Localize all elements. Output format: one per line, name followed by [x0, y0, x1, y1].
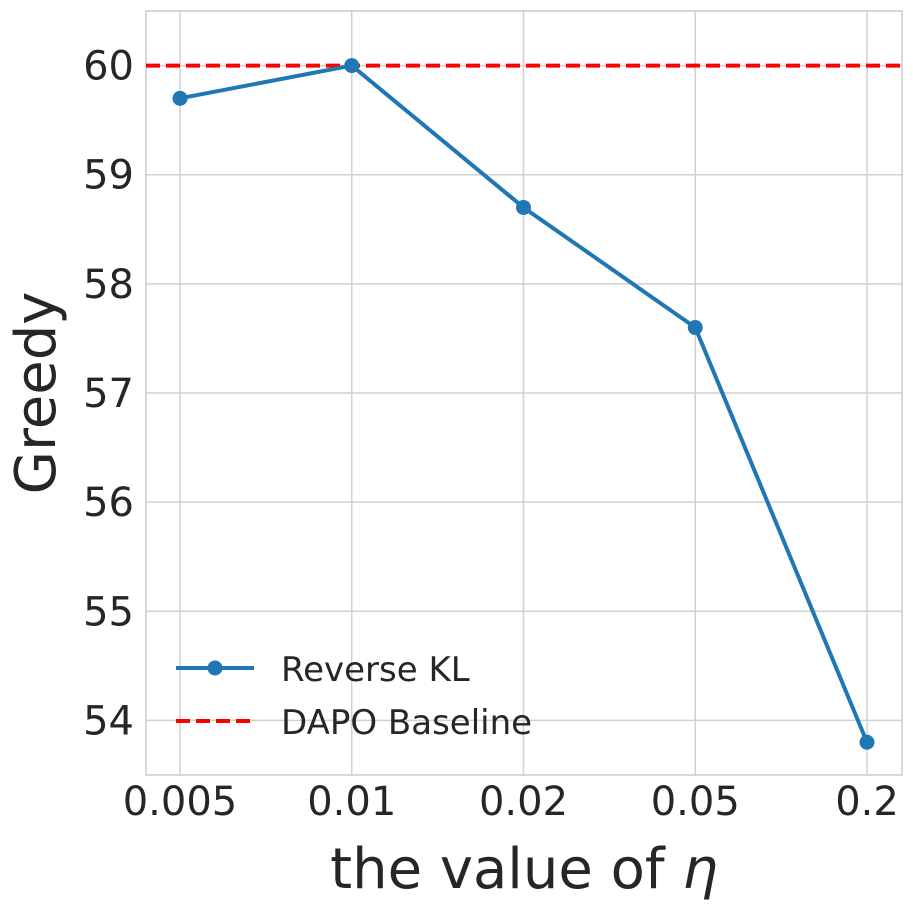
- data-point-0-0.2: [859, 734, 875, 750]
- y-tick-label-55: 55: [83, 589, 134, 635]
- x-tick-label-0.05: 0.05: [651, 779, 740, 825]
- x-axis-label-text: the value of: [330, 837, 682, 902]
- legend-label-baseline: DAPO Baseline: [281, 703, 532, 743]
- legend-swatch-marker-series: [207, 660, 223, 676]
- y-tick-label-60: 60: [83, 44, 134, 90]
- data-point-0-0.005: [172, 90, 188, 106]
- legend: Reverse KL DAPO Baseline: [176, 650, 532, 743]
- data-point-0-0.05: [687, 320, 703, 336]
- y-tick-label-54: 54: [83, 698, 134, 744]
- y-tick-label-58: 58: [83, 262, 134, 308]
- x-tick-labels: 0.005 0.01 0.02 0.05 0.2: [123, 779, 899, 825]
- y-tick-labels: 54 55 56 57 58 59 60: [83, 44, 134, 745]
- data-point-0-0.02: [516, 199, 531, 215]
- series-layer: [172, 58, 875, 750]
- data-point-0-0.01: [344, 58, 360, 74]
- y-tick-label-59: 59: [83, 153, 134, 199]
- legend-label-series: Reverse KL: [281, 650, 470, 690]
- x-tick-label-0.2: 0.2: [835, 779, 899, 825]
- y-tick-label-57: 57: [83, 371, 134, 417]
- x-axis-label-symbol: η: [682, 837, 718, 902]
- grid-lines: [146, 11, 902, 775]
- x-tick-label-0.02: 0.02: [479, 779, 568, 825]
- plot-area-frame: [145, 10, 903, 776]
- x-tick-label-0.01: 0.01: [307, 779, 396, 825]
- y-tick-label-56: 56: [83, 480, 134, 526]
- x-tick-label-0.005: 0.005: [123, 779, 238, 825]
- x-axis-label: the value of η: [330, 837, 718, 902]
- y-axis-label: Greedy: [4, 292, 69, 495]
